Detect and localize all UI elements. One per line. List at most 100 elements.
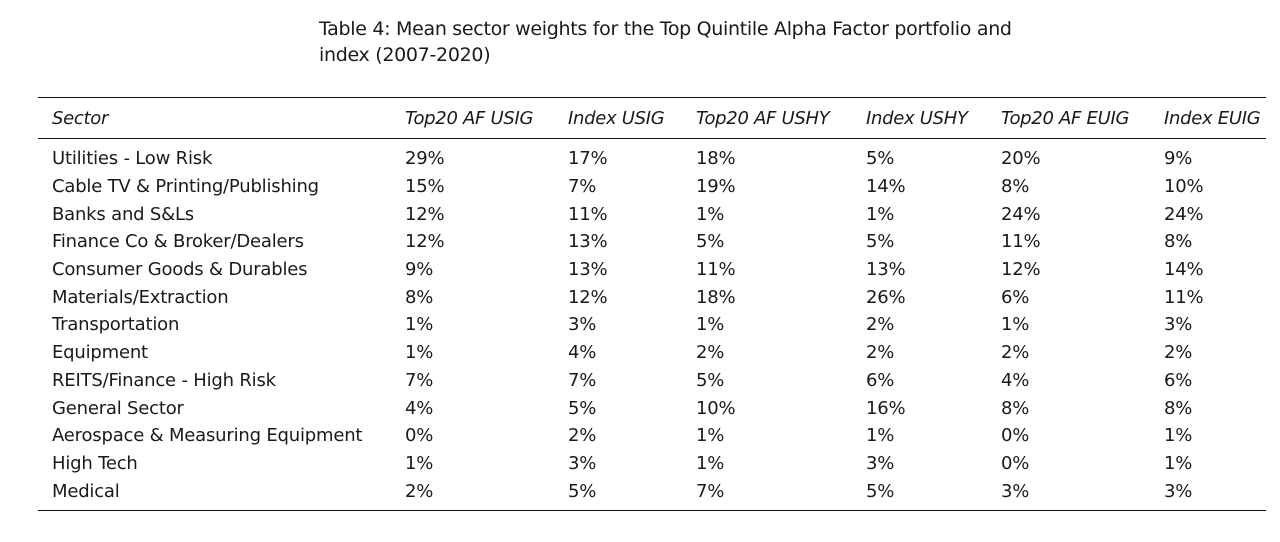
cell-index-euig: 3% bbox=[1164, 314, 1193, 336]
cell-index-usig: 3% bbox=[568, 314, 597, 336]
cell-sector: Banks and S&Ls bbox=[52, 203, 194, 225]
cell-index-usig: 5% bbox=[568, 480, 597, 502]
cell-top20-af-usig: 29% bbox=[405, 148, 445, 170]
cell-index-ushy: 26% bbox=[866, 286, 906, 308]
cell-top20-af-euig: 8% bbox=[1001, 176, 1030, 198]
cell-index-usig: 12% bbox=[568, 286, 608, 308]
cell-index-euig: 2% bbox=[1164, 342, 1193, 364]
cell-top20-af-ushy: 10% bbox=[696, 397, 736, 419]
cell-top20-af-ushy: 2% bbox=[696, 342, 725, 364]
cell-top20-af-usig: 8% bbox=[405, 286, 434, 308]
header-index-euig: Index EUIG bbox=[1164, 98, 1266, 139]
cell-sector: REITS/Finance - High Risk bbox=[52, 369, 276, 391]
cell-index-usig: 5% bbox=[568, 397, 597, 419]
cell-top20-af-euig: 20% bbox=[1001, 148, 1041, 170]
cell-index-usig: 13% bbox=[568, 231, 608, 253]
caption-line-2: index (2007-2020) bbox=[319, 44, 491, 66]
cell-sector: Aerospace & Measuring Equipment bbox=[52, 425, 363, 447]
cell-top20-af-euig: 0% bbox=[1001, 425, 1030, 447]
header-row: Sector Top20 AF USIG Index USIG Top20 AF… bbox=[38, 98, 1266, 139]
cell-top20-af-ushy: 18% bbox=[696, 286, 736, 308]
cell-index-ushy: 3% bbox=[866, 452, 895, 474]
cell-top20-af-euig: 3% bbox=[1001, 480, 1030, 502]
cell-sector: Materials/Extraction bbox=[52, 286, 229, 308]
table-row: REITS/Finance - High Risk 7% 7% 5% 6% 4% 6% bbox=[38, 367, 1266, 395]
cell-sector: General Sector bbox=[52, 397, 184, 419]
cell-index-euig: 3% bbox=[1164, 480, 1193, 502]
cell-index-ushy: 2% bbox=[866, 314, 895, 336]
cell-top20-af-euig: 11% bbox=[1001, 231, 1041, 253]
table-row: Materials/Extraction 8% 12% 18% 26% 6% 11% bbox=[38, 283, 1266, 311]
table-row: Consumer Goods & Durables 9% 13% 11% 13% 12% 1… bbox=[38, 256, 1266, 284]
cell-top20-af-euig: 12% bbox=[1001, 259, 1041, 281]
table-caption: Table 4: Mean sector weights for the Top… bbox=[319, 16, 1019, 68]
table-row: High Tech 1% 3% 1% 3% 0% 1% bbox=[38, 450, 1266, 478]
cell-top20-af-ushy: 5% bbox=[696, 369, 725, 391]
cell-index-usig: 11% bbox=[568, 203, 608, 225]
cell-top20-af-usig: 4% bbox=[405, 397, 434, 419]
header-sector: Sector bbox=[38, 98, 405, 139]
cell-top20-af-usig: 12% bbox=[405, 203, 445, 225]
cell-index-usig: 2% bbox=[568, 425, 597, 447]
cell-top20-af-euig: 8% bbox=[1001, 397, 1030, 419]
cell-top20-af-usig: 12% bbox=[405, 231, 445, 253]
cell-top20-af-euig: 6% bbox=[1001, 286, 1030, 308]
cell-index-usig: 17% bbox=[568, 148, 608, 170]
header-index-usig: Index USIG bbox=[568, 98, 696, 139]
table-row: Finance Co & Broker/Dealers 12% 13% 5% 5% 11%… bbox=[38, 228, 1266, 256]
cell-top20-af-euig: 1% bbox=[1001, 314, 1030, 336]
cell-index-usig: 4% bbox=[568, 342, 597, 364]
cell-index-usig: 13% bbox=[568, 259, 608, 281]
cell-index-ushy: 6% bbox=[866, 369, 895, 391]
cell-top20-af-euig: 4% bbox=[1001, 369, 1030, 391]
cell-index-euig: 6% bbox=[1164, 369, 1193, 391]
cell-top20-af-ushy: 18% bbox=[696, 148, 736, 170]
cell-index-ushy: 13% bbox=[866, 259, 906, 281]
cell-index-ushy: 2% bbox=[866, 342, 895, 364]
table-row: Equipment 1% 4% 2% 2% 2% 2% bbox=[38, 339, 1266, 367]
cell-top20-af-usig: 1% bbox=[405, 314, 434, 336]
cell-top20-af-ushy: 7% bbox=[696, 480, 725, 502]
table-row: General Sector 4% 5% 10% 16% 8% 8% bbox=[38, 394, 1266, 422]
table-row: Aerospace & Measuring Equipment 0% 2% 1% 1% 0… bbox=[38, 422, 1266, 450]
cell-top20-af-ushy: 11% bbox=[696, 259, 736, 281]
table-row: Cable TV & Printing/Publishing 15% 7% 19% 14… bbox=[38, 173, 1266, 201]
cell-index-euig: 14% bbox=[1164, 259, 1204, 281]
sector-weights-table-container: Sector Top20 AF USIG Index USIG Top20 AF… bbox=[38, 97, 1266, 511]
header-top20-af-euig: Top20 AF EUIG bbox=[1001, 98, 1164, 139]
cell-top20-af-usig: 1% bbox=[405, 342, 434, 364]
table-row: Utilities - Low Risk 29% 17% 18% 5% 20% 9% bbox=[38, 139, 1266, 173]
cell-index-ushy: 5% bbox=[866, 480, 895, 502]
cell-index-euig: 11% bbox=[1164, 286, 1204, 308]
caption-line-1: Table 4: Mean sector weights for the Top… bbox=[319, 18, 1012, 40]
cell-top20-af-ushy: 1% bbox=[696, 452, 725, 474]
cell-top20-af-usig: 7% bbox=[405, 369, 434, 391]
cell-sector: Equipment bbox=[52, 342, 148, 364]
cell-index-euig: 1% bbox=[1164, 452, 1193, 474]
table-body: Utilities - Low Risk 29% 17% 18% 5% 20% 9% Cabl… bbox=[38, 139, 1266, 510]
cell-top20-af-euig: 24% bbox=[1001, 203, 1041, 225]
cell-sector: Consumer Goods & Durables bbox=[52, 259, 308, 281]
cell-index-euig: 24% bbox=[1164, 203, 1204, 225]
cell-top20-af-euig: 2% bbox=[1001, 342, 1030, 364]
sector-weights-table: Sector Top20 AF USIG Index USIG Top20 AF… bbox=[38, 98, 1266, 510]
cell-top20-af-usig: 9% bbox=[405, 259, 434, 281]
cell-index-euig: 9% bbox=[1164, 148, 1193, 170]
cell-index-ushy: 16% bbox=[866, 397, 906, 419]
cell-index-usig: 7% bbox=[568, 369, 597, 391]
cell-index-ushy: 5% bbox=[866, 148, 895, 170]
cell-index-ushy: 1% bbox=[866, 203, 895, 225]
header-top20-af-usig: Top20 AF USIG bbox=[405, 98, 568, 139]
cell-sector: Utilities - Low Risk bbox=[52, 148, 213, 170]
cell-top20-af-ushy: 19% bbox=[696, 176, 736, 198]
cell-index-usig: 3% bbox=[568, 452, 597, 474]
cell-top20-af-usig: 0% bbox=[405, 425, 434, 447]
cell-index-euig: 10% bbox=[1164, 176, 1204, 198]
cell-sector: Transportation bbox=[52, 314, 180, 336]
table-row: Banks and S&Ls 12% 11% 1% 1% 24% 24% bbox=[38, 200, 1266, 228]
cell-index-ushy: 1% bbox=[866, 425, 895, 447]
cell-top20-af-ushy: 1% bbox=[696, 314, 725, 336]
cell-top20-af-usig: 2% bbox=[405, 480, 434, 502]
cell-index-usig: 7% bbox=[568, 176, 597, 198]
table-row: Medical 2% 5% 7% 5% 3% 3% bbox=[38, 477, 1266, 510]
